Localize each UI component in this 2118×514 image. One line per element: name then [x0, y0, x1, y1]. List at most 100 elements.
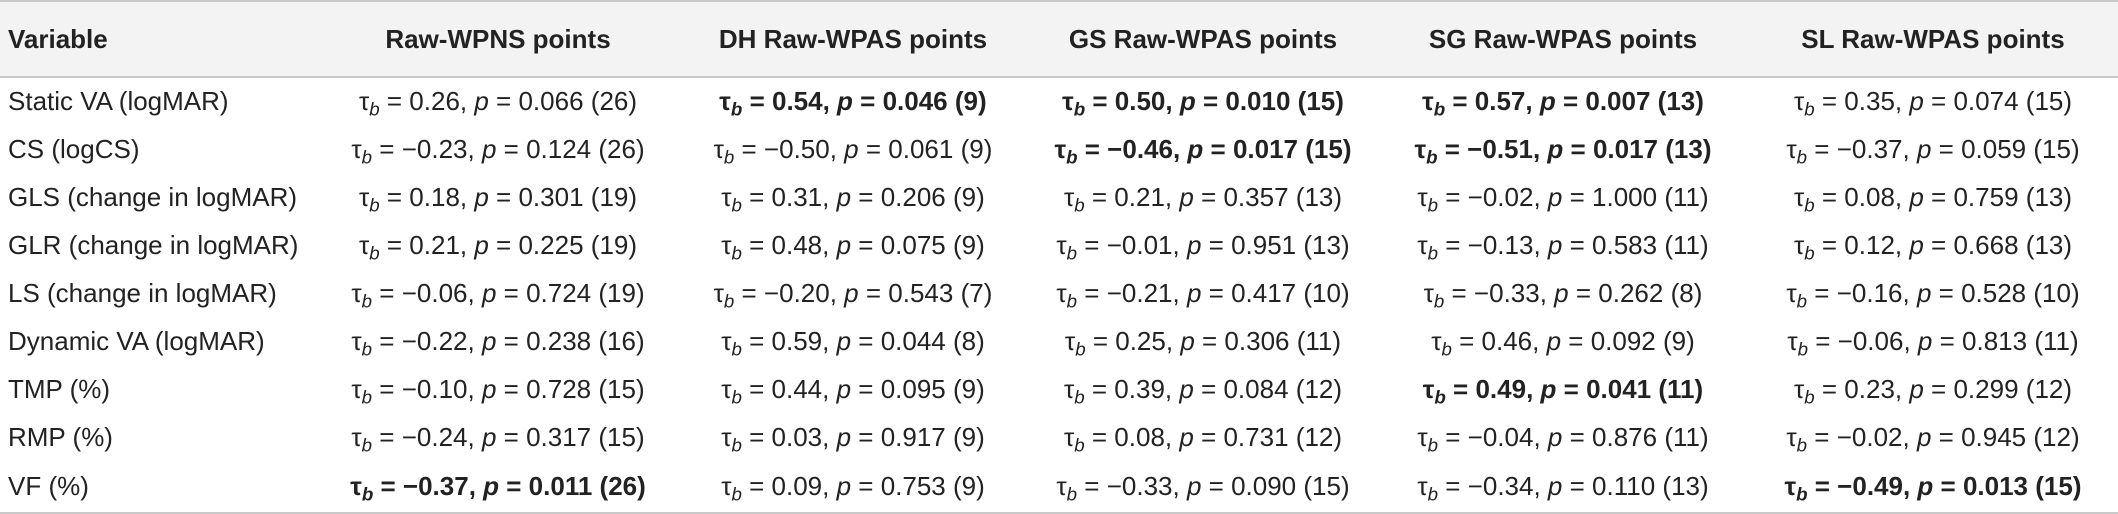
p-value: 0.044: [880, 325, 946, 356]
stat-cell: τb = −0.06, p = 0.724 (19): [351, 277, 645, 312]
table-row: GLR (change in logMAR) τb = 0.21, p = 0.2…: [0, 221, 2118, 269]
n-value: 12: [1304, 373, 1334, 404]
table-row: RMP (%) τb = −0.24, p = 0.317 (15) τb = 0.…: [0, 413, 2118, 461]
stat-cell: τb = 0.59, p = 0.044 (8): [721, 325, 985, 360]
p-symbol: p: [1540, 373, 1557, 404]
p-symbol: p: [1179, 421, 1194, 452]
stat-cell: τb = 0.21, p = 0.225 (19): [358, 229, 638, 264]
p-symbol: p: [837, 86, 853, 116]
tau-value: 0.46: [1481, 325, 1533, 356]
tau-subscript-b: b: [731, 386, 742, 408]
tau-value: 0.48: [771, 229, 823, 260]
p-value: 0.917: [880, 421, 946, 452]
stat-cell: τb = −0.20, p = 0.543 (7): [713, 277, 993, 312]
tau-subscript-b: b: [731, 483, 742, 505]
table-row: LS (change in logMAR) τb = −0.06, p = 0.7…: [0, 269, 2118, 317]
p-symbol: p: [1547, 229, 1563, 260]
tau-value: 0.31: [771, 181, 823, 212]
tau-value: −0.02: [1836, 421, 1903, 452]
n-value: 8: [1679, 277, 1694, 308]
tau-subscript-b: b: [1434, 386, 1446, 408]
n-value: 19: [607, 277, 636, 308]
p-value: 0.059: [1961, 133, 2027, 164]
tau-subscript-b: b: [1796, 290, 1808, 312]
n-value: 13: [1673, 133, 1703, 164]
p-symbol: p: [836, 181, 852, 212]
tau-subscript-b: b: [1796, 146, 1808, 168]
p-symbol: p: [481, 277, 497, 308]
n-value: 9: [1671, 325, 1687, 356]
p-symbol: p: [481, 325, 497, 356]
header-sg-raw-wpas: SG Raw-WPAS points: [1428, 23, 1698, 54]
tau-subscript-b: b: [361, 386, 373, 408]
p-symbol: p: [836, 421, 852, 452]
p-symbol: p: [1547, 181, 1563, 212]
tau-subscript-b: b: [1804, 386, 1815, 408]
p-symbol: p: [481, 373, 497, 404]
n-value: 12: [2034, 373, 2064, 404]
tau-value: 0.39: [1114, 373, 1165, 404]
p-symbol: p: [1916, 133, 1932, 164]
tau-subscript-b: b: [1073, 98, 1086, 120]
tau-subscript-b: b: [361, 338, 373, 360]
n-value: 9: [961, 421, 977, 452]
stat-cell: τb = 0.39, p = 0.084 (12): [1063, 373, 1343, 408]
p-value: 0.095: [880, 373, 946, 404]
tau-value: −0.24: [401, 421, 468, 452]
tau-value: 0.54: [771, 86, 823, 116]
p-symbol: p: [1909, 181, 1924, 212]
p-symbol: p: [1554, 277, 1569, 308]
tau-subscript-b: b: [1066, 146, 1078, 168]
tau-subscript-b: b: [731, 338, 742, 360]
tau-value: −0.16: [1836, 277, 1903, 308]
stat-cell: τb = 0.23, p = 0.299 (12): [1793, 373, 2073, 408]
p-symbol: p: [1916, 277, 1932, 308]
tau-value: −0.13: [1467, 229, 1534, 260]
stat-cell: τb = 0.48, p = 0.075 (9): [721, 229, 985, 264]
table-row: Static VA (logMAR) τb = 0.26, p = 0.066 (…: [0, 77, 2118, 125]
tau-subscript-b: b: [731, 434, 742, 456]
p-symbol: p: [1539, 86, 1556, 116]
tau-value: 0.35: [1844, 86, 1895, 116]
tau-subscript-b: b: [369, 98, 380, 120]
tau-subscript-b: b: [1066, 483, 1078, 505]
n-value: 19: [599, 181, 629, 212]
table-row: TMP (%) τb = −0.10, p = 0.728 (15) τb = 0.…: [0, 365, 2118, 413]
p-value: 0.876: [1592, 421, 1658, 452]
p-symbol: p: [1917, 325, 1933, 356]
p-value: 0.066: [518, 86, 584, 116]
variable-cell: GLS (change in logMAR): [8, 181, 298, 212]
tau-value: −0.22: [401, 325, 468, 356]
stat-cell: τb = −0.10, p = 0.728 (15): [351, 373, 645, 408]
tau-subscript-b: b: [1075, 338, 1086, 360]
p-value: 0.951: [1231, 229, 1297, 260]
table-row: GLS (change in logMAR) τb = 0.18, p = 0.3…: [0, 173, 2118, 221]
tau-subscript-b: b: [1426, 146, 1438, 168]
tau-value: −0.04: [1467, 421, 1534, 452]
p-symbol: p: [1547, 133, 1564, 164]
tau-value: −0.51: [1467, 133, 1533, 164]
stat-cell: τb = 0.12, p = 0.668 (13): [1793, 229, 2073, 264]
tau-value: −0.21: [1106, 277, 1173, 308]
tau-value: 0.21: [1114, 181, 1165, 212]
p-symbol: p: [1179, 86, 1196, 116]
table-header: Variable Raw-WPNS points DH Raw-WPAS poi…: [0, 1, 2118, 77]
tau-subscript-b: b: [1804, 194, 1815, 216]
stat-cell: τb = −0.33, p = 0.262 (8): [1423, 277, 1703, 312]
tau-value: 0.59: [771, 325, 823, 356]
stat-cell: τb = 0.26, p = 0.066 (26): [358, 86, 638, 120]
n-value: 19: [599, 229, 629, 260]
tau-value: 0.08: [1844, 181, 1895, 212]
tau-subscript-b: b: [361, 290, 373, 312]
p-value: 0.317: [526, 421, 592, 452]
stat-cell: τb = 0.50, p = 0.010 (15): [1062, 86, 1344, 120]
stat-cell: τb = −0.24, p = 0.317 (15): [351, 421, 645, 456]
p-value: 0.090: [1231, 471, 1297, 501]
p-value: 0.017: [1592, 133, 1659, 164]
n-value: 11: [1672, 421, 1700, 452]
tau-value: −0.02: [1467, 181, 1534, 212]
stat-cell: τb = 0.35, p = 0.074 (15): [1793, 86, 2073, 120]
p-value: 0.084: [1223, 373, 1289, 404]
p-symbol: p: [474, 86, 489, 116]
